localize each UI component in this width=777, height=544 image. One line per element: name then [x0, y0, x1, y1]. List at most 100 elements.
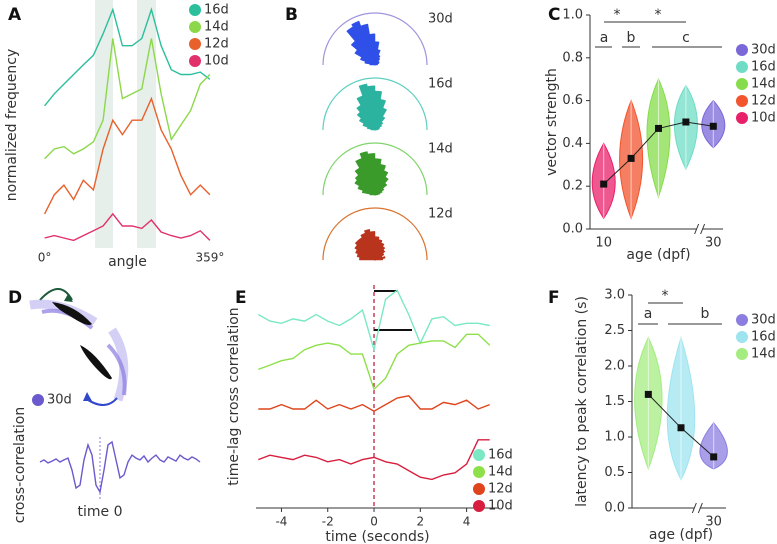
legend-marker — [736, 314, 748, 326]
legend-label: 10d — [204, 54, 229, 69]
polar-bar — [359, 56, 376, 66]
x-tick-label: 10 — [595, 236, 612, 251]
polar-bar — [356, 253, 376, 261]
fish-trail — [108, 327, 129, 402]
highlight-band — [95, 0, 113, 248]
y-tick-label: 0.8 — [562, 50, 583, 65]
series-label: 16d — [428, 77, 453, 92]
polar-bar — [354, 244, 376, 261]
polar-bar — [369, 63, 376, 66]
x-tick-label: 2 — [416, 515, 424, 529]
polar-bar — [354, 179, 376, 196]
series-line — [44, 38, 211, 160]
legend-marker — [473, 466, 485, 478]
legend-marker — [189, 21, 201, 33]
legend-label: 10d — [488, 499, 513, 514]
legend-marker — [736, 95, 748, 107]
mean-marker — [709, 122, 717, 130]
y-tick-label: 3.0 — [604, 288, 625, 303]
mean-marker — [682, 118, 690, 126]
legend-marker — [473, 483, 485, 495]
y-axis-label: latency to peak correlation (s) — [574, 296, 590, 507]
series-label: 14d — [428, 142, 453, 157]
polar-bar — [364, 61, 376, 66]
legend-label: 12d — [488, 482, 513, 497]
series-line — [44, 212, 211, 242]
polar-bar — [354, 49, 376, 66]
y-tick-label: 1.0 — [562, 8, 583, 23]
panel-label: B — [285, 5, 298, 25]
y-axis-label: vector strength — [544, 68, 560, 176]
panel-label: C — [548, 5, 560, 25]
x-axis-label: time (seconds) — [325, 529, 429, 544]
polar-bar — [355, 158, 376, 196]
y-tick-label: 2.5 — [604, 323, 625, 338]
polar-bar — [358, 117, 376, 131]
annotation: * — [655, 7, 662, 23]
axis-break — [694, 223, 700, 235]
panel-label: D — [8, 288, 22, 308]
polar-bar — [359, 257, 376, 261]
legend-label: 14d — [488, 465, 513, 480]
series-line — [43, 96, 211, 215]
highlight-band — [137, 0, 156, 248]
axis-break — [700, 223, 706, 235]
panel-label: F — [548, 288, 560, 308]
y-tick-label: 1.0 — [604, 430, 625, 445]
annotation: a — [644, 306, 653, 322]
mean-marker — [627, 154, 635, 162]
polar-bar — [350, 40, 376, 66]
mean-marker — [710, 453, 718, 461]
polar-bar — [354, 174, 376, 196]
x-tick-label: -2 — [322, 515, 334, 529]
legend-label: 30d — [751, 313, 776, 328]
annotation: c — [682, 30, 690, 46]
legend-marker — [736, 44, 748, 56]
legend-label: 14d — [751, 347, 776, 362]
legend-marker — [189, 38, 201, 50]
annotation: * — [614, 7, 621, 23]
polar-bar — [357, 185, 376, 196]
polar-bar — [356, 95, 376, 131]
polar-axis — [322, 142, 428, 196]
x-tick-label: 4 — [463, 515, 471, 529]
y-tick-label: 0.2 — [562, 179, 583, 194]
annotation: time 0 — [78, 504, 123, 520]
legend-marker — [189, 4, 201, 16]
arrow-head — [64, 294, 73, 302]
y-tick-label: 1.5 — [604, 394, 625, 409]
legend-label: 10d — [751, 111, 776, 126]
polar-bar — [360, 232, 376, 261]
series-line — [258, 439, 490, 481]
x-axis-label: age (dpf) — [626, 247, 690, 263]
x-tick-label: 30 — [705, 236, 722, 251]
legend-marker — [736, 331, 748, 343]
arrow-head — [83, 392, 92, 401]
polar-bar — [355, 249, 376, 261]
mean-marker — [677, 424, 685, 432]
x-tick-label: 30 — [705, 515, 722, 530]
series-line — [258, 333, 491, 391]
y-axis-label: cross-correlation — [12, 407, 28, 523]
mean-marker — [655, 124, 662, 132]
annotation: a — [600, 30, 609, 46]
polar-bar — [370, 129, 376, 131]
legend-marker — [736, 348, 748, 360]
y-tick-label: 0.4 — [562, 136, 583, 151]
polar-axis — [322, 12, 428, 66]
legend-marker — [736, 112, 748, 124]
mean-marker — [600, 180, 608, 188]
x-tick-label: -4 — [275, 515, 287, 529]
fish-trail — [106, 343, 127, 396]
legend-label: 30d — [751, 43, 776, 58]
panel-label: E — [235, 288, 247, 308]
legend-label: 12d — [751, 94, 776, 109]
series-label: 30d — [428, 12, 453, 27]
polar-bar — [356, 111, 376, 131]
polar-axis — [322, 207, 428, 261]
polar-bar — [351, 20, 376, 66]
polar-bar — [356, 104, 376, 131]
annotation: b — [701, 306, 710, 322]
x-tick-label: 359° — [195, 251, 224, 265]
